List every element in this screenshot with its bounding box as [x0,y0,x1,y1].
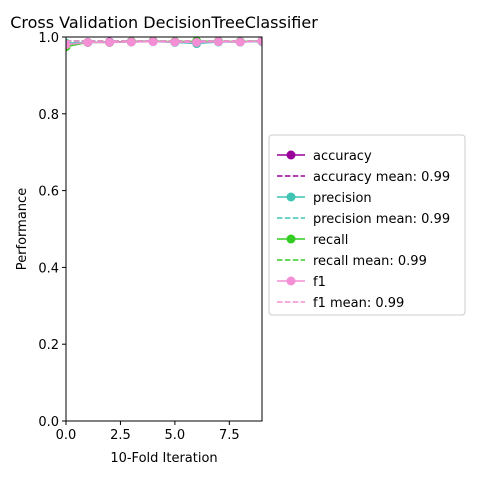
y-tick-label: 0.0 [38,415,59,430]
plot-frame [65,36,263,422]
x-axis-label: 10-Fold Iteration [110,451,217,466]
point-f1-1 [83,37,93,47]
legend-label: precision mean: 0.99 [313,212,450,227]
legend-label: f1 [313,275,326,290]
legend-entry-f1: f1 [277,275,326,290]
legend: accuracy accuracy mean: 0.99 precision prec… [268,134,466,316]
line-f1 [66,40,262,46]
point-f1-0 [66,40,71,50]
legend-entry-accuracy: accuracy [277,149,372,164]
point-f1-2 [105,37,115,47]
legend-entry-precision: precision [277,191,372,206]
series-lines [66,37,262,52]
point-f1-9 [257,37,262,46]
axes: 0.0 2.5 5.0 7.5 0.0 0.2 0.4 0.6 0.8 1.0 [38,31,263,443]
point-f1-5 [170,37,180,47]
series-recall [66,37,262,52]
legend-label: accuracy [313,149,372,164]
legend-frame [268,134,466,316]
x-tick-label: 5.0 [165,428,186,443]
legend-entry-precision-mean: precision mean: 0.99 [277,212,450,227]
legend-entry-recall: recall [277,233,348,248]
y-tick-label: 0.6 [38,185,59,200]
y-tick-label: 1.0 [38,31,59,46]
point-f1-4 [148,37,158,47]
legend-label: recall mean: 0.99 [313,254,427,269]
point-f1-7 [213,37,223,47]
legend-entry-f1-mean: f1 mean: 0.99 [277,296,404,311]
legend-label: accuracy mean: 0.99 [313,170,450,185]
legend-entry-accuracy-mean: accuracy mean: 0.99 [277,170,450,185]
y-tick-label: 0.4 [38,261,59,276]
legend-label: recall [313,233,348,248]
legend-label: precision [313,191,372,206]
y-axis-label: Performance [15,188,30,270]
series-f1 [66,37,262,50]
x-tick-label: 2.5 [110,428,131,443]
y-tick-label: 0.8 [38,108,59,123]
y-tick-label: 0.2 [38,338,59,353]
chart-title: Cross Validation DecisionTreeClassifier [10,13,318,32]
x-tick-label: 7.5 [219,428,240,443]
point-f1-6 [192,37,202,47]
x-tick-label: 0.0 [56,428,77,443]
point-f1-8 [235,37,245,47]
legend-entry-recall-mean: recall mean: 0.99 [277,254,427,269]
legend-label: f1 mean: 0.99 [313,296,404,311]
point-f1-3 [126,37,136,47]
